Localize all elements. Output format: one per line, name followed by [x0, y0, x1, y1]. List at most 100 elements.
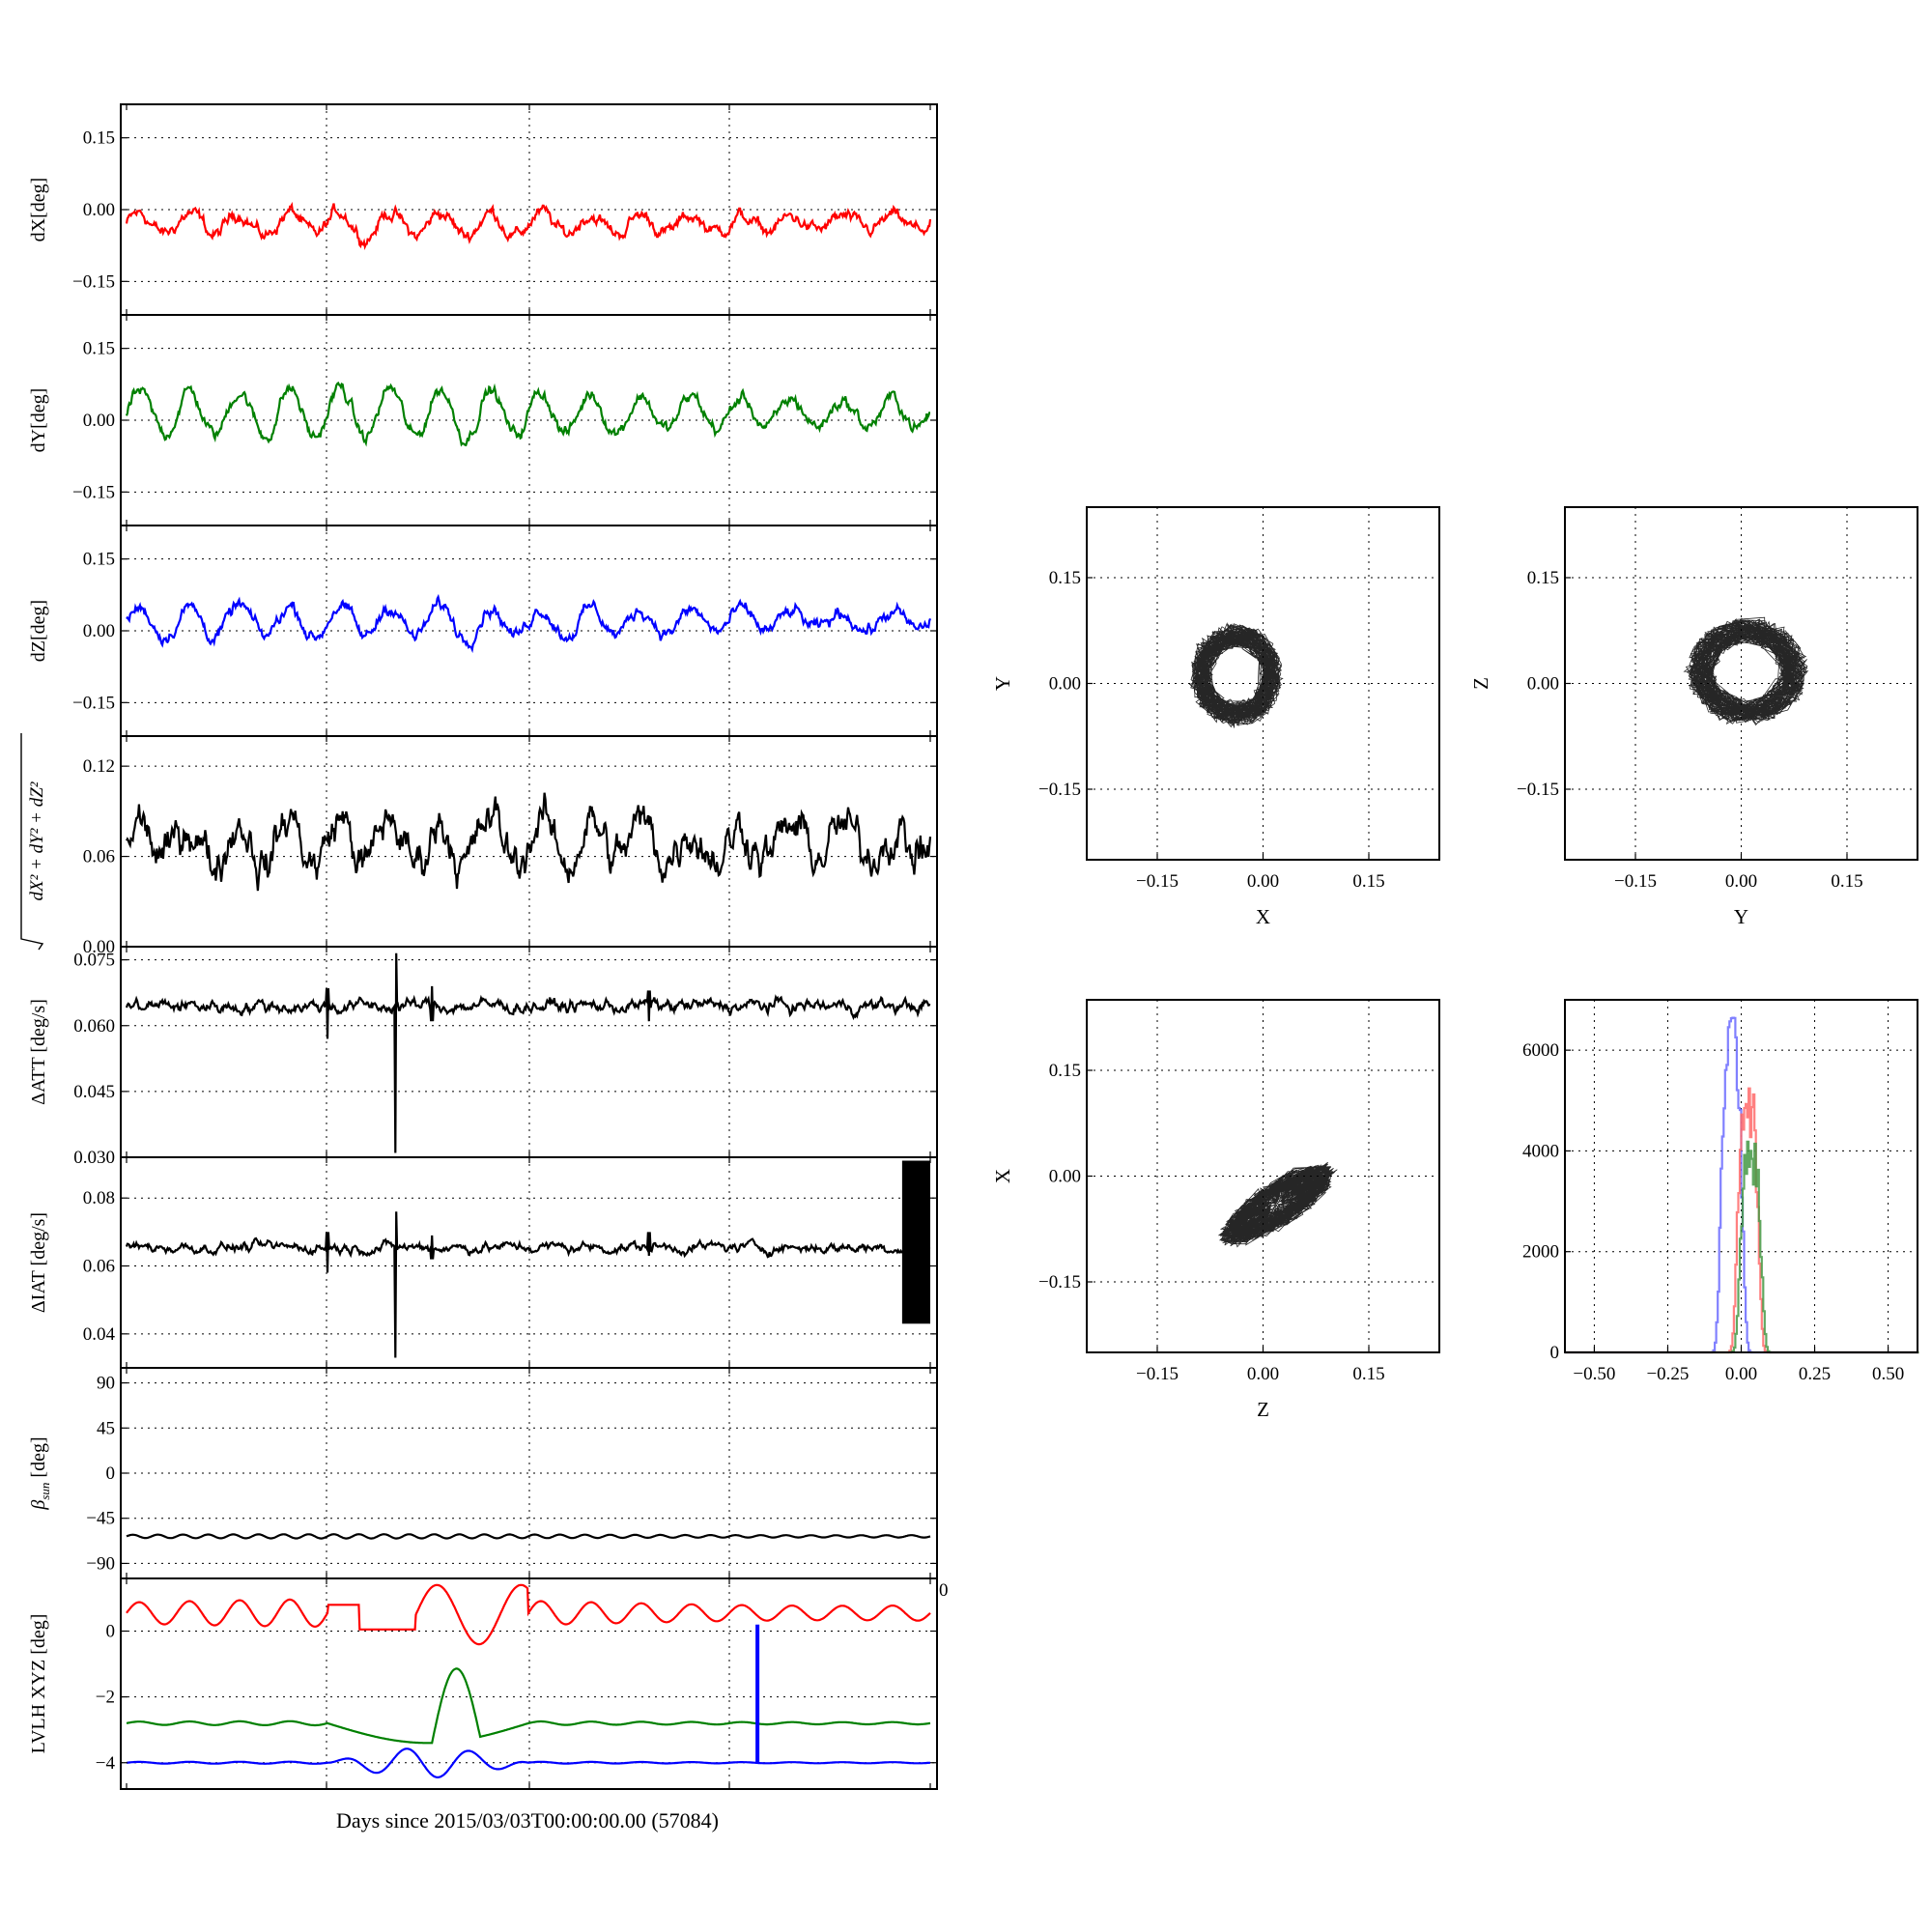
y-axis-label: dY[deg] — [28, 388, 49, 453]
series-line-lvlh — [126, 1583, 931, 1646]
y-tick-label: −0.15 — [1517, 780, 1559, 800]
y-tick-label: 0.00 — [1527, 674, 1559, 695]
x-tick-label: 0.50 — [1872, 1364, 1904, 1384]
data-layer — [125, 201, 1919, 1779]
series-line-dY — [125, 381, 931, 447]
y-tick-label: 0.00 — [1049, 1167, 1081, 1187]
x-axis-label: Z — [1257, 1398, 1269, 1421]
y-tick-label: 0.00 — [83, 200, 115, 220]
x-tick-label: 0.00 — [1725, 1364, 1757, 1384]
series-line-lvlh — [126, 1747, 930, 1779]
y-tick-label: 0.00 — [83, 621, 115, 641]
y-tick-label: 0.075 — [73, 951, 115, 971]
y-tick-label: 0.045 — [73, 1082, 115, 1102]
y-tick-label: 0.06 — [83, 847, 115, 867]
panel-frame-dATT — [120, 946, 938, 1158]
y-tick-label: −0.15 — [72, 482, 115, 502]
scatter-points-Z-X — [1218, 1161, 1338, 1248]
x-tick-label: 0.25 — [1799, 1364, 1831, 1384]
panel-frame-Y-Z — [1564, 506, 1918, 861]
x-tick-label: 0.00 — [1247, 1364, 1279, 1384]
grid-layer — [121, 104, 1918, 1789]
frames-layer — [120, 103, 1918, 1790]
scatter-points-X-Y — [1188, 622, 1284, 728]
panel-frame-dIAT — [120, 1156, 938, 1369]
y-tick-label: −4 — [96, 1753, 116, 1774]
y-tick-label: −90 — [86, 1553, 115, 1574]
y-axis-label: Y — [991, 676, 1014, 691]
y-tick-label: 0.15 — [1527, 568, 1559, 588]
y-axis-label-text: dX² + dY² + dZ² — [27, 781, 47, 900]
panel-frame-Z-X — [1086, 999, 1440, 1353]
x-axis-label: Y — [1734, 905, 1748, 928]
y-tick-label: 0 — [1550, 1343, 1560, 1363]
y-tick-label: 90 — [97, 1374, 115, 1394]
y-tick-label: −0.15 — [72, 693, 115, 713]
y-tick-label: 0 — [106, 1622, 116, 1642]
series-line-beta_sun — [126, 1533, 931, 1540]
burst-mark — [901, 1160, 930, 1324]
series-line-lvlh — [126, 1667, 931, 1745]
y-tick-label: 0.04 — [83, 1324, 116, 1345]
y-axis-label: LVLH XYZ [deg] — [28, 1614, 49, 1754]
y-tick-label: 4000 — [1522, 1141, 1559, 1161]
x-tick-label: 0.00 — [1725, 871, 1757, 892]
y-axis-label: βsun [deg] — [28, 1436, 52, 1510]
y-tick-label: 0.15 — [83, 339, 115, 359]
y-axis-label: X — [991, 1169, 1014, 1183]
y-axis-label-radical — [20, 733, 44, 951]
y-axis-label: ΔIAT [deg/s] — [28, 1212, 49, 1313]
y-tick-label: 0.00 — [83, 937, 115, 957]
y-tick-label: 0 — [106, 1463, 116, 1484]
x-tick-label: −0.15 — [1136, 1364, 1179, 1384]
y-tick-label: −0.15 — [72, 271, 115, 292]
y-tick-label: 45 — [97, 1418, 115, 1438]
series-line-dZ — [126, 593, 932, 654]
y-tick-label: −2 — [96, 1688, 115, 1708]
series-line-dIAT — [125, 1211, 931, 1358]
x-tick-label: −0.15 — [1136, 871, 1179, 892]
y-axis-label-text: βsun [deg] — [28, 1436, 52, 1510]
x-tick-label: −0.15 — [1614, 871, 1657, 892]
figure-x-axis-label: Days since 2015/03/03T00:00:00.00 (57084… — [336, 1808, 719, 1833]
y-tick-label: −0.15 — [1038, 1272, 1081, 1293]
y-axis-label: Z — [1469, 677, 1492, 690]
y-tick-label: 0.12 — [83, 756, 115, 777]
panel-frame-X-Y — [1086, 506, 1440, 861]
y-tick-label: 0.15 — [83, 550, 115, 570]
y-axis-label: dZ[deg] — [28, 600, 49, 662]
x-tick-label: −0.25 — [1646, 1364, 1689, 1384]
x-tick-label: −0.50 — [1573, 1364, 1615, 1384]
x-tick-label: 0.15 — [1352, 871, 1384, 892]
x-tick-label: 0.15 — [1831, 871, 1862, 892]
histogram-step — [1565, 1016, 1919, 1354]
y-tick-label: 0.060 — [73, 1016, 115, 1037]
y-tick-label: −0.15 — [1038, 780, 1081, 800]
scatter-points-Y-Z — [1683, 616, 1808, 726]
series-line-dX — [125, 201, 932, 250]
x-tick-label: 0.15 — [1352, 1364, 1384, 1384]
y-tick-label: 0.06 — [83, 1257, 115, 1277]
y-tick-label: 0.15 — [1049, 1061, 1081, 1081]
y-tick-label: 0.030 — [73, 1148, 115, 1168]
series-line-total — [126, 792, 932, 892]
y-axis-label: dX[deg] — [28, 178, 49, 242]
y-axis-label: ΔATT [deg/s] — [28, 999, 49, 1105]
panel-frame-hist — [1564, 999, 1918, 1353]
y-axis-label: dX² + dY² + dZ² — [20, 733, 47, 951]
y-tick-label: 0.15 — [83, 128, 115, 149]
y-tick-label: 6000 — [1522, 1040, 1559, 1061]
series-line-dATT — [125, 952, 931, 1153]
x-tick-label: 0.00 — [1247, 871, 1279, 892]
panel-frame-total — [120, 735, 938, 948]
y-tick-label: 0.15 — [1049, 568, 1081, 588]
y-tick-label: 0.00 — [1049, 674, 1081, 695]
x-axis-label: X — [1256, 905, 1270, 928]
y-tick-label: −45 — [86, 1509, 115, 1529]
y-tick-label: 0.00 — [83, 411, 115, 431]
panel-frame-lvlh — [120, 1577, 938, 1790]
text-layer: −0.15 0.00 0.15 dX[deg] −0.15 0.00 0.15 dY[deg]… — [20, 128, 1904, 1774]
panel-annotation: 0 — [939, 1580, 949, 1601]
y-tick-label: 0.08 — [83, 1188, 115, 1208]
